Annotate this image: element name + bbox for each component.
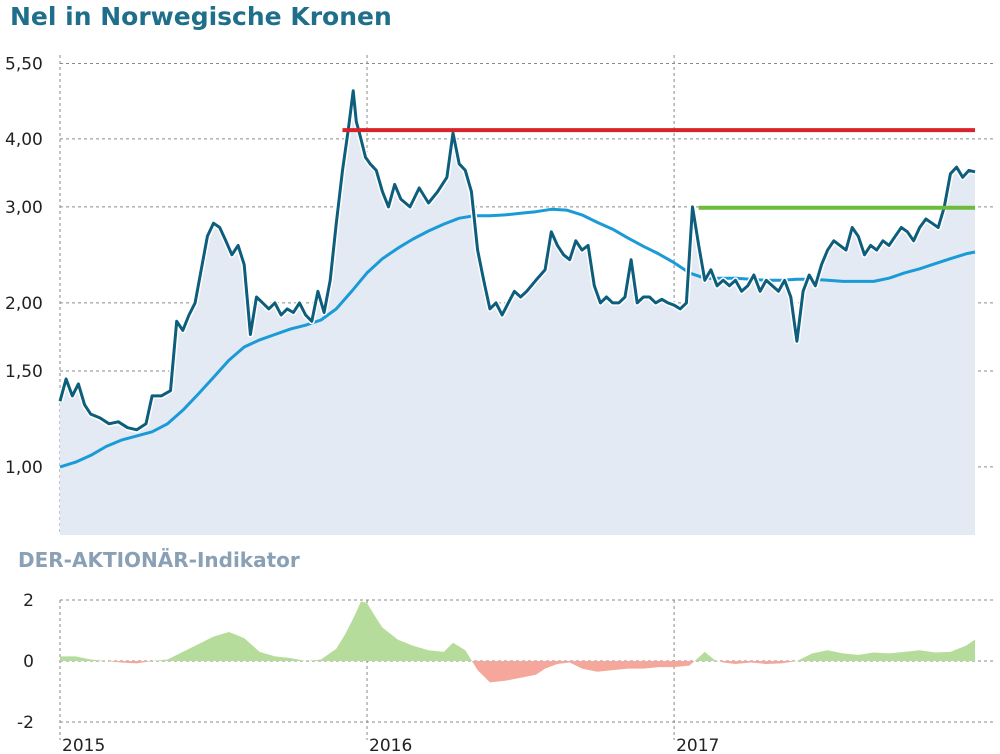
x-tick-label: 2017	[676, 736, 719, 754]
moving-average-line	[59, 207, 976, 469]
price-area-fill	[60, 90, 975, 536]
chart-title: Nel in Norwegische Kronen	[10, 2, 392, 31]
price-y-tick-label: 5,50	[5, 54, 43, 74]
price-y-tick-label: 4,00	[5, 130, 43, 150]
price-y-tick-label: 1,00	[5, 458, 43, 478]
indicator-negative-area	[60, 661, 975, 683]
x-tick-label: 2016	[369, 736, 412, 754]
indicator-y-tick-label: 2	[23, 591, 34, 611]
indicator-y-tick-label: -2	[17, 713, 34, 733]
price-line	[58, 89, 976, 432]
price-y-tick-label: 2,00	[5, 294, 43, 314]
indicator-positive-area	[60, 601, 975, 661]
indicator-title: DER-AKTIONÄR-Indikator	[18, 548, 300, 572]
price-y-tick-label: 3,00	[5, 198, 43, 218]
x-tick-label: 2015	[62, 736, 105, 754]
price-y-tick-label: 1,50	[5, 362, 43, 382]
indicator-y-tick-label: 0	[23, 652, 34, 672]
